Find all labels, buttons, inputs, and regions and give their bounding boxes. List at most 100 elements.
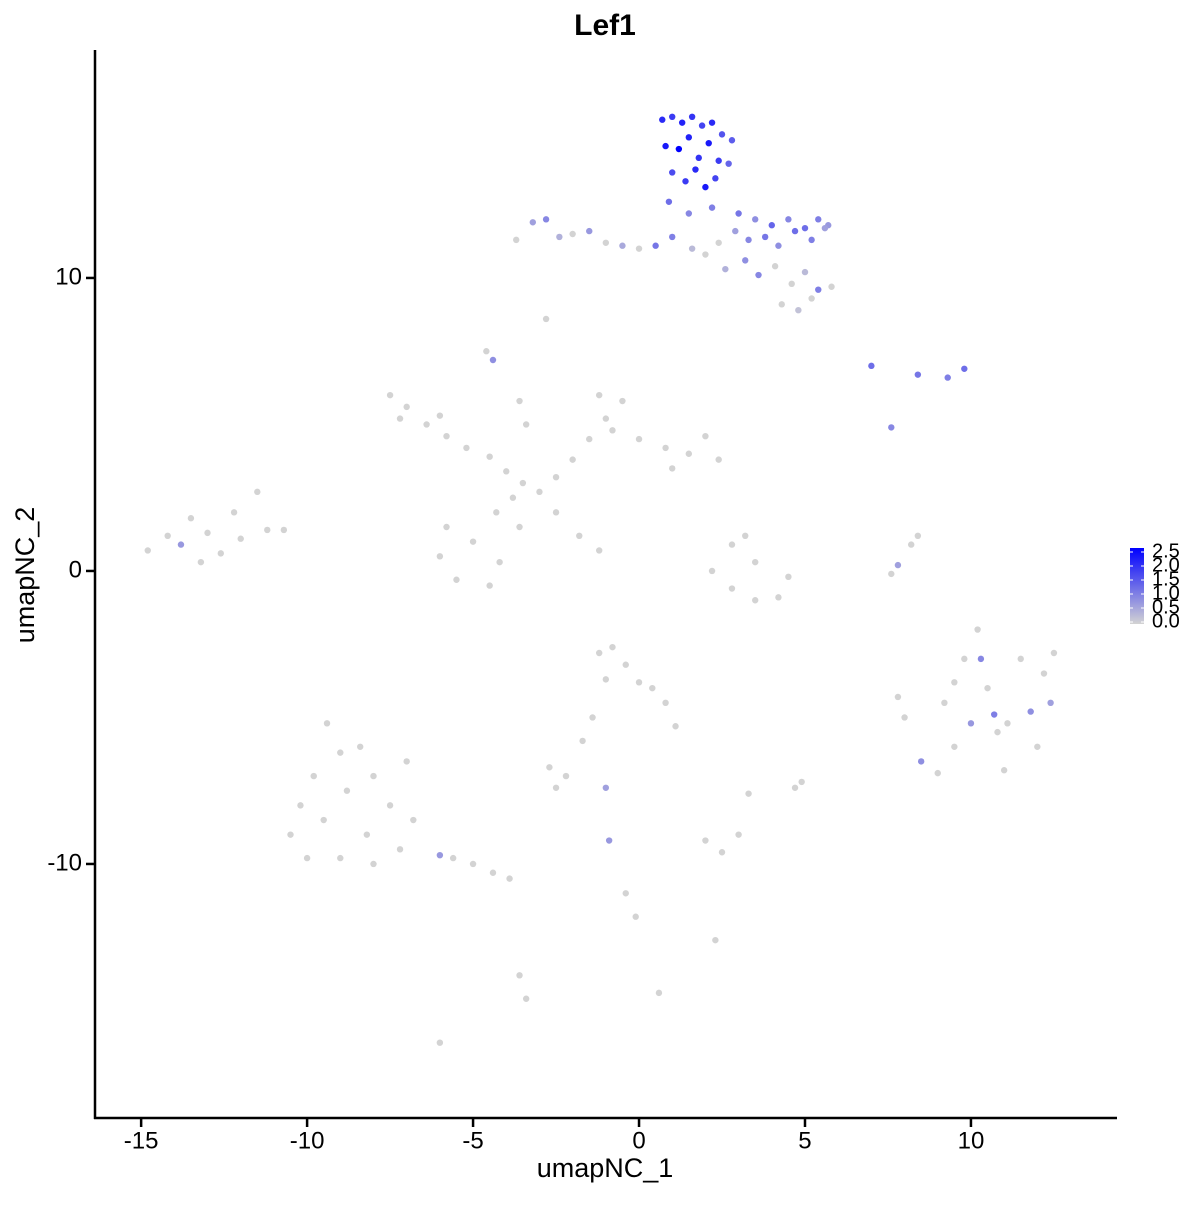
- cell-point: [436, 412, 444, 419]
- cell-point: [828, 283, 835, 290]
- cell-point: [808, 236, 815, 244]
- colorbar-tick-label: 1.5: [1152, 568, 1180, 590]
- x-tick-label: -10: [290, 1127, 325, 1154]
- cell-point: [449, 854, 457, 862]
- cell-point: [509, 494, 517, 501]
- cell-point: [237, 535, 244, 542]
- cell-point: [552, 509, 560, 516]
- cell-point: [1017, 655, 1024, 663]
- cell-point: [569, 230, 576, 238]
- cell-point: [493, 509, 500, 516]
- cell-point: [503, 468, 510, 475]
- cell-point: [685, 210, 693, 217]
- cell-point: [1047, 699, 1054, 707]
- cell-point: [586, 227, 593, 235]
- cell-point: [708, 567, 716, 575]
- cell-point: [1034, 743, 1041, 750]
- cell-point: [423, 421, 430, 428]
- cell-point: [546, 764, 553, 771]
- cell-point: [967, 720, 975, 727]
- cell-point: [320, 816, 327, 824]
- cell-point: [785, 573, 792, 581]
- cell-point: [655, 989, 663, 997]
- cell-point: [801, 224, 809, 232]
- cell-point: [974, 626, 981, 633]
- colorbar-tick-label: 2.0: [1152, 554, 1180, 576]
- cell-point: [287, 831, 294, 838]
- cell-point: [370, 860, 377, 868]
- cell-point: [622, 890, 629, 897]
- cell-point: [363, 831, 371, 838]
- cell-point: [961, 365, 968, 372]
- cell-point: [901, 714, 908, 721]
- cell-point: [951, 743, 958, 750]
- cell-point: [230, 509, 238, 516]
- cell-point: [678, 119, 686, 126]
- cell-point: [396, 846, 404, 853]
- cell-point: [602, 415, 610, 422]
- cell-point: [702, 251, 709, 258]
- cell-point: [595, 649, 603, 657]
- cell-point: [1000, 767, 1008, 774]
- cell-point: [708, 119, 716, 126]
- cell-point: [506, 875, 513, 882]
- cell-point: [752, 597, 759, 604]
- cell-point: [622, 661, 629, 668]
- cell-point: [632, 913, 639, 920]
- cell-point: [264, 526, 271, 534]
- cell-point: [595, 391, 603, 399]
- cell-point: [917, 758, 925, 765]
- cell-point: [735, 210, 742, 217]
- x-tick-label: 10: [958, 1127, 985, 1154]
- cell-point: [742, 532, 749, 540]
- cell-point: [569, 456, 576, 463]
- cell-point: [944, 374, 951, 381]
- cell-point: [217, 550, 224, 557]
- cell-point: [715, 239, 722, 246]
- cell-point: [685, 134, 693, 141]
- cell-point: [522, 995, 530, 1002]
- cell-point: [519, 479, 527, 487]
- cell-point: [669, 465, 676, 472]
- cell-point: [961, 655, 968, 663]
- cell-point: [662, 142, 669, 150]
- cell-point: [516, 972, 523, 979]
- cell-point: [815, 216, 822, 223]
- cell-point: [164, 532, 171, 540]
- cell-point: [486, 453, 493, 460]
- cell-point: [745, 790, 752, 797]
- cell-point: [254, 488, 261, 496]
- cell-point: [496, 558, 503, 566]
- cell-point: [280, 526, 288, 534]
- cell-point: [1050, 649, 1058, 657]
- cell-point: [785, 216, 792, 223]
- cell-point: [177, 541, 185, 548]
- cell-point: [977, 655, 985, 663]
- cell-point: [489, 356, 497, 364]
- cell-point: [745, 236, 752, 244]
- cell-point: [516, 523, 523, 531]
- cell-point: [556, 233, 563, 241]
- cell-point: [204, 529, 211, 537]
- cell-point: [453, 576, 460, 583]
- cell-point: [705, 139, 712, 147]
- cell-point: [323, 720, 331, 727]
- cell-point: [443, 432, 450, 440]
- cell-point: [649, 684, 656, 692]
- cell-point: [685, 450, 693, 457]
- cell-point: [941, 699, 948, 707]
- points: [144, 113, 1058, 1046]
- cell-point: [410, 816, 417, 824]
- cell-point: [463, 444, 470, 452]
- cell-point: [798, 778, 805, 786]
- cell-point: [542, 315, 550, 323]
- cell-point: [752, 558, 759, 566]
- cell-point: [698, 122, 706, 129]
- cell-point: [788, 280, 795, 288]
- cell-point: [868, 362, 875, 370]
- cell-point: [778, 301, 785, 308]
- x-axis-label: umapNC_1: [537, 1153, 674, 1183]
- cell-point: [682, 178, 689, 185]
- x-tick-label: 0: [632, 1127, 645, 1154]
- cell-point: [728, 137, 736, 144]
